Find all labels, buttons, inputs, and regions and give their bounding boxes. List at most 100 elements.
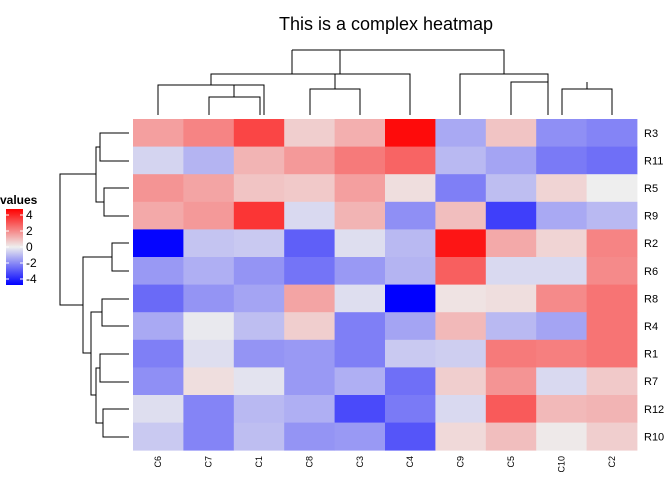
row-dendrogram-branch bbox=[99, 353, 129, 383]
legend-title: values bbox=[0, 193, 38, 207]
column-dendrogram-branch bbox=[334, 73, 411, 115]
heatmap-cell-R6-C1 bbox=[233, 257, 285, 285]
heatmap-cell-R1-C6 bbox=[133, 339, 184, 368]
heatmap-cell-R6-C4 bbox=[385, 257, 436, 285]
heatmap-cell-R11-C1 bbox=[233, 146, 285, 175]
heatmap-cell-R7-C8 bbox=[284, 367, 335, 396]
heatmap-cell-R6-C2 bbox=[586, 257, 638, 285]
row-labels: R3 R11 R5 R9 R2 R6 R8 R4 R1 R7 R12 R10 bbox=[644, 128, 664, 444]
heatmap-cells bbox=[133, 119, 638, 451]
heatmap-cell-R1-C2 bbox=[586, 339, 638, 368]
heatmap-cell-R5-C2 bbox=[586, 174, 638, 203]
heatmap-cell-R3-C9 bbox=[435, 119, 487, 147]
heatmap-cell-R8-C6 bbox=[133, 284, 184, 313]
heatmap-cell-R11-C5 bbox=[485, 146, 537, 175]
heatmap-cell-R12-C7 bbox=[183, 395, 235, 423]
heatmap-cell-R5-C9 bbox=[435, 174, 487, 203]
heatmap-cell-R5-C3 bbox=[334, 174, 386, 203]
column-label-C9: C9 bbox=[456, 456, 466, 468]
heatmap-cell-R5-C7 bbox=[183, 174, 235, 203]
row-label-R5: R5 bbox=[644, 183, 658, 195]
heatmap-cell-R9-C8 bbox=[284, 201, 335, 230]
heatmap-cell-R6-C3 bbox=[334, 257, 386, 285]
column-dendrogram-branch bbox=[510, 81, 548, 115]
heatmap-cell-R4-C6 bbox=[133, 312, 184, 341]
column-label-C10: C10 bbox=[556, 456, 566, 473]
heatmap-cell-R11-C9 bbox=[435, 146, 487, 175]
heatmap-cell-R7-C3 bbox=[334, 367, 386, 396]
legend-tick-label: -4 bbox=[26, 272, 37, 286]
row-label-R1: R1 bbox=[644, 349, 658, 361]
row-dendrogram-branch bbox=[82, 256, 112, 354]
heatmap-cell-R10-C10 bbox=[536, 422, 587, 451]
row-label-R11: R11 bbox=[644, 155, 663, 167]
row-label-R9: R9 bbox=[644, 211, 658, 223]
heatmap-cell-R2-C8 bbox=[284, 229, 335, 258]
column-label-C5: C5 bbox=[506, 456, 516, 468]
heatmap-cell-R5-C8 bbox=[284, 174, 335, 203]
heatmap-cell-R6-C9 bbox=[435, 257, 487, 285]
column-labels: C6 C7 C1 C8 C3 C4 C9 C5 C10 C2 bbox=[153, 456, 617, 473]
column-dendrogram-branch bbox=[208, 96, 261, 115]
heatmap-cell-R10-C8 bbox=[284, 422, 335, 451]
heatmap-cell-R6-C10 bbox=[536, 257, 587, 285]
heatmap-cell-R11-C4 bbox=[385, 146, 436, 175]
heatmap-cell-R1-C5 bbox=[485, 339, 537, 368]
heatmap-cell-R9-C2 bbox=[586, 201, 638, 230]
heatmap-cell-R8-C5 bbox=[485, 284, 537, 313]
heatmap-cell-R4-C4 bbox=[385, 312, 436, 341]
heatmap-cell-R3-C5 bbox=[485, 119, 537, 147]
heatmap-cell-R4-C10 bbox=[536, 312, 587, 341]
heatmap-cell-R12-C3 bbox=[334, 395, 386, 423]
heatmap-cell-R9-C6 bbox=[133, 201, 184, 230]
heatmap-cell-R7-C4 bbox=[385, 367, 436, 396]
legend-tick-label: 2 bbox=[26, 224, 33, 238]
heatmap-cell-R2-C10 bbox=[536, 229, 587, 258]
chart-title: This is a complex heatmap bbox=[279, 14, 493, 34]
legend-ticks: 4 2 0 -2 -4 bbox=[6, 208, 37, 286]
column-dendrogram-branch bbox=[561, 88, 613, 115]
heatmap-cell-R4-C9 bbox=[435, 312, 487, 341]
column-dendrogram-branch bbox=[157, 84, 265, 115]
heatmap-cell-R4-C2 bbox=[586, 312, 638, 341]
row-label-R12: R12 bbox=[644, 404, 664, 416]
heatmap-cell-R7-C9 bbox=[435, 367, 487, 396]
color-legend: values 4 2 0 -2 -4 bbox=[0, 193, 38, 286]
heatmap-cell-R12-C1 bbox=[233, 395, 285, 423]
heatmap-cell-R2-C1 bbox=[233, 229, 285, 258]
heatmap-cell-R12-C5 bbox=[485, 395, 537, 423]
heatmap-cell-R7-C2 bbox=[586, 367, 638, 396]
heatmap-cell-R8-C1 bbox=[233, 284, 285, 313]
heatmap-cell-R10-C4 bbox=[385, 422, 436, 451]
heatmap-cell-R3-C6 bbox=[133, 119, 184, 147]
heatmap-cell-R2-C7 bbox=[183, 229, 235, 258]
heatmap-cell-R1-C10 bbox=[536, 339, 587, 368]
heatmap-cell-R7-C1 bbox=[233, 367, 285, 396]
column-label-C2: C2 bbox=[607, 456, 617, 468]
row-label-R2: R2 bbox=[644, 238, 658, 250]
row-dendrogram-branch bbox=[102, 408, 129, 438]
heatmap-cell-R8-C2 bbox=[586, 284, 638, 313]
heatmap-cell-R6-C6 bbox=[133, 257, 184, 285]
heatmap-cell-R4-C3 bbox=[334, 312, 386, 341]
heatmap-cell-R12-C9 bbox=[435, 395, 487, 423]
heatmap-cell-R3-C4 bbox=[385, 119, 436, 147]
heatmap-cell-R3-C1 bbox=[233, 119, 285, 147]
heatmap-cell-R12-C10 bbox=[536, 395, 587, 423]
heatmap-cell-R11-C8 bbox=[284, 146, 335, 175]
heatmap-cell-R9-C7 bbox=[183, 201, 235, 230]
heatmap-cell-R10-C1 bbox=[233, 422, 285, 451]
heatmap-cell-R9-C1 bbox=[233, 201, 285, 230]
heatmap-cell-R12-C6 bbox=[133, 395, 184, 423]
heatmap-cell-R10-C7 bbox=[183, 422, 235, 451]
heatmap-cell-R3-C10 bbox=[536, 119, 587, 147]
row-dendrogram-branch bbox=[111, 242, 129, 272]
heatmap-cell-R9-C4 bbox=[385, 201, 436, 230]
row-label-R4: R4 bbox=[644, 321, 658, 333]
heatmap-cell-R12-C2 bbox=[586, 395, 638, 423]
heatmap-cell-R7-C5 bbox=[485, 367, 537, 396]
heatmap-cell-R5-C6 bbox=[133, 174, 184, 203]
legend-tick-label: -2 bbox=[26, 256, 37, 270]
heatmap-cell-R2-C4 bbox=[385, 229, 436, 258]
heatmap-cell-R9-C5 bbox=[485, 201, 537, 230]
